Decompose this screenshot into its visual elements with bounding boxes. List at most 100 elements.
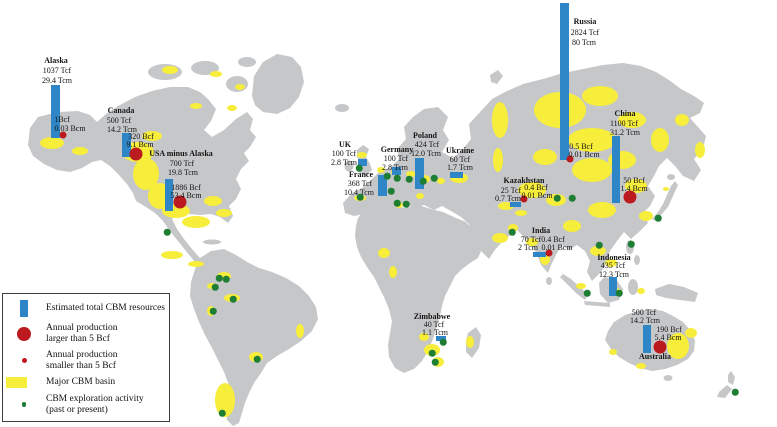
resource-bar-china: [612, 136, 620, 203]
value-label-australia-2: 190 Bcf: [656, 325, 682, 334]
exploration-dot: [355, 164, 363, 172]
resource-bar-france: [378, 175, 387, 196]
legend-row-production-small: Annual production smaller than 5 Bcf: [9, 350, 165, 371]
resource-bar-ukraine: [450, 172, 463, 178]
japan-shape: [652, 181, 678, 221]
value-label-kazakhstan-2: 0.7 Tcm: [495, 194, 521, 203]
legend-row-basin: Major CBM basin: [6, 377, 165, 388]
exploration-dot: [229, 295, 237, 303]
philippines-shape: [634, 255, 640, 265]
exploration-dot: [615, 289, 623, 297]
production-dot-small-india: [545, 249, 553, 257]
value-label-kazakhstan-0: 25 Tcf: [500, 186, 522, 195]
value-label-russia-3: 0.01 Bcm: [568, 150, 600, 159]
value-label-uk-1: 2.8 Tcm: [331, 158, 357, 167]
exploration-dot: [568, 194, 576, 202]
south-america-shape: [190, 249, 318, 426]
value-label-china-2: 50 Bcf: [623, 176, 645, 185]
value-label-ukraine-1: 1.7 Tcm: [447, 163, 473, 172]
country-label-france: France: [349, 170, 373, 179]
legend-basin-label: Major CBM basin: [46, 377, 116, 388]
legend: Estimated total CBM resources Annual pro…: [2, 293, 170, 422]
resource-bar-germany: [392, 167, 401, 175]
production-dot-small-kazakhstan: [520, 195, 528, 203]
value-label-india-0: 70 Tcf: [520, 235, 542, 244]
country-label-ukraine: Ukraine: [446, 146, 474, 155]
value-label-alaska-1: 29.4 Tcm: [42, 76, 72, 85]
country-label-kazakhstan: Kazakhstan: [503, 176, 545, 185]
value-label-canada-2: 320 Bcf: [128, 132, 154, 141]
exploration-dot: [583, 289, 591, 297]
country-label-uk: UK: [339, 140, 351, 149]
value-label-zimbabwe-0: 40 Tcf: [423, 320, 445, 329]
production-dot-large-canada: [129, 147, 143, 161]
exploration-dot: [402, 200, 410, 208]
cbm-basins: [40, 66, 705, 417]
new-guinea-shape: [655, 284, 698, 302]
exploration-dot: [383, 172, 391, 180]
sri-lanka-shape: [546, 277, 552, 285]
legend-exploration-label: CBM exploration activity (past or presen…: [46, 394, 144, 415]
value-label-canada-1: 14.2 Tcm: [107, 125, 137, 134]
value-label-zimbabwe-1: 1.1 Tcm: [422, 328, 448, 337]
production-dot-large-china: [623, 190, 637, 204]
legend-row-production-large: Annual production larger than 5 Bcf: [9, 323, 165, 344]
small-production-circle-icon: [21, 358, 27, 363]
value-label-australia-1: 14.2 Tcm: [630, 316, 660, 325]
value-label-australia-0: 500 Tcf: [631, 308, 657, 317]
arctic-island: [191, 61, 219, 75]
country-label-china: China: [614, 109, 636, 118]
country-label-poland: Poland: [412, 131, 438, 140]
value-label-china-3: 1.4 Bcm: [620, 184, 648, 193]
value-label-alaska-3: 0.03 Bcm: [54, 124, 86, 133]
legend-production-large-label: Annual production larger than 5 Bcf: [46, 323, 118, 344]
production-dot-large-usa-minus-alaska: [173, 195, 187, 209]
arctic-island: [238, 57, 256, 67]
country-label-india: India: [531, 226, 551, 235]
production-dot-small-russia: [566, 155, 574, 163]
value-label-poland-1: 12.0 Tcm: [411, 149, 441, 158]
legend-production-small-label: Annual production smaller than 5 Bcf: [46, 350, 118, 371]
landmasses: [28, 54, 735, 426]
novaya-zemlya-shape: [490, 70, 503, 84]
resource-bar-canada: [122, 133, 131, 157]
country-label-russia: Russia: [573, 17, 597, 26]
value-label-india-1: 0.4 Bcf: [541, 235, 565, 244]
value-label-usa-minus-alaska-0: 700 Tcf: [169, 159, 195, 168]
exploration-dot-icon: [21, 402, 27, 407]
exploration-dot: [218, 409, 226, 417]
country-label-australia: Australia: [639, 352, 671, 361]
exploration-dot: [595, 241, 603, 249]
exploration-dot: [405, 175, 413, 183]
legend-exploration-line2: (past or present): [46, 404, 108, 415]
resource-bar-indonesia: [609, 277, 617, 296]
country-label-indonesia: Indonesia: [597, 253, 631, 262]
sulawesi-shape: [628, 279, 638, 295]
value-label-russia-2: 0.5 Bcf: [569, 142, 593, 151]
value-label-germany-1: 2.8 Tcm: [382, 163, 408, 172]
greenland-shape: [252, 54, 304, 114]
exploration-dot: [356, 193, 364, 201]
resource-bar-poland: [415, 158, 424, 189]
resource-bar-uk: [358, 159, 367, 166]
value-label-france-0: 368 Tcf: [347, 179, 373, 188]
exploration-dot: [253, 355, 261, 363]
exploration-dot: [731, 388, 739, 396]
value-label-china-1: 31.2 Tcm: [610, 128, 640, 137]
resource-bar-usa-minus-alaska: [165, 179, 173, 211]
exploration-dot: [428, 349, 436, 357]
basin-swatch-icon: [6, 377, 27, 388]
exploration-dot: [393, 174, 401, 182]
production-dot-large-australia: [653, 340, 667, 354]
exploration-dot: [439, 338, 447, 346]
cuba-shape: [203, 239, 221, 245]
legend-production-small-line1: Annual production: [46, 350, 118, 360]
sumatra-shape: [560, 274, 588, 300]
value-label-indonesia-1: 12.3 Tcm: [599, 270, 629, 279]
exploration-dot: [163, 228, 171, 236]
legend-production-small-line2: smaller than 5 Bcf: [46, 360, 116, 371]
large-production-circle-icon: [17, 326, 31, 341]
new-zealand-shape: [728, 371, 735, 385]
